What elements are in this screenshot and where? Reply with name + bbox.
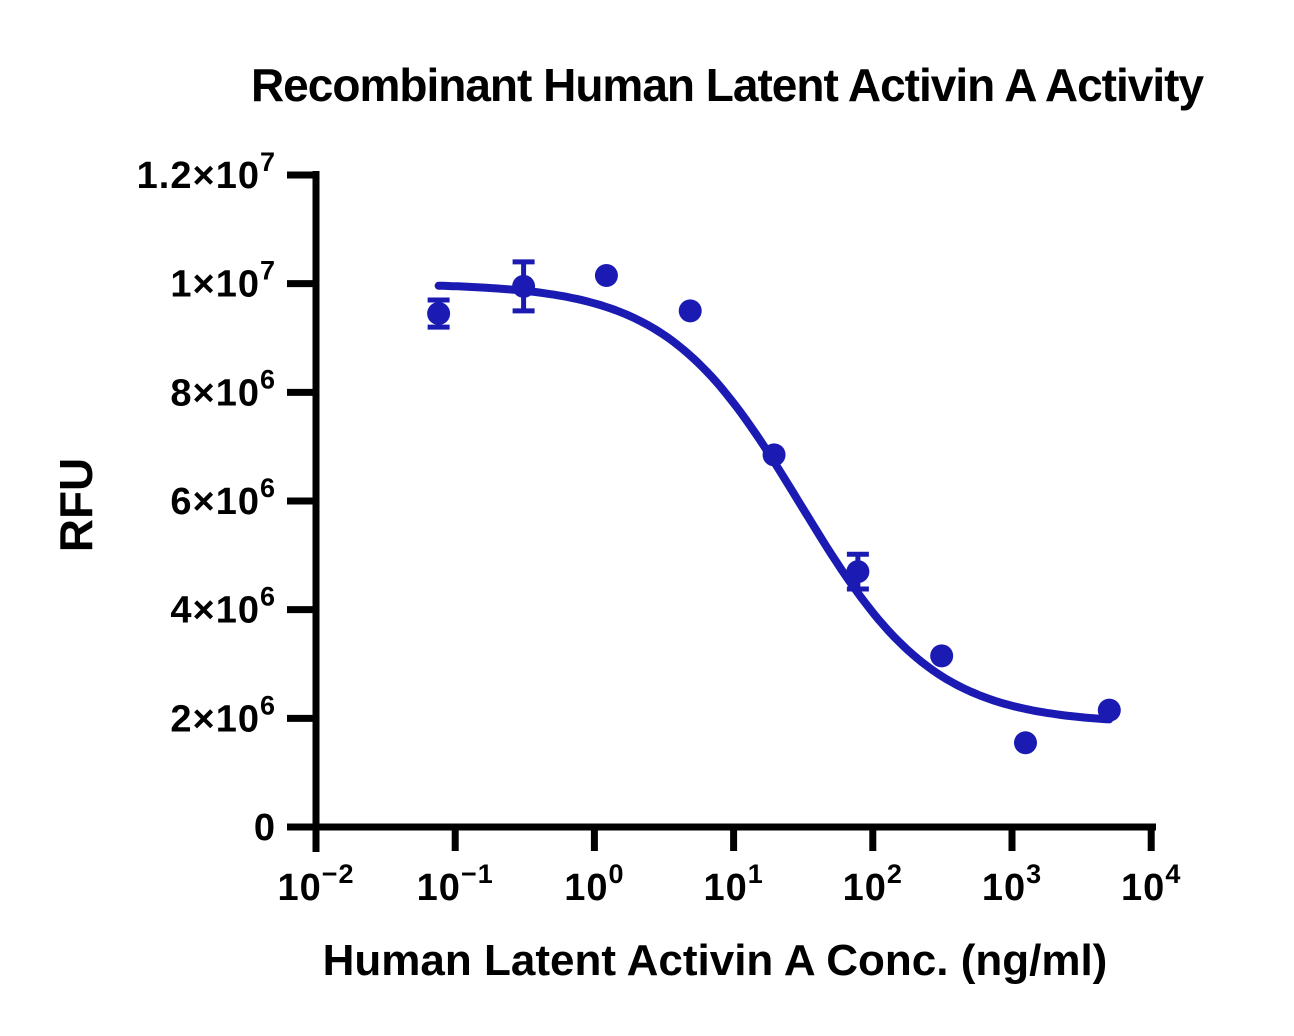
x-tick-label: 10−2 — [277, 859, 354, 909]
x-tick-label: 103 — [982, 859, 1042, 909]
data-point-marker — [1013, 731, 1037, 755]
x-tick-label: 10−1 — [417, 859, 494, 909]
data-point-marker — [512, 274, 536, 298]
y-tick-label: 4×106 — [170, 582, 276, 632]
x-tick-label: 102 — [843, 859, 903, 909]
data-point-marker — [427, 302, 451, 326]
fit-curve — [434, 281, 1114, 724]
y-tick-label: 1×107 — [170, 256, 276, 306]
chart-title: Recombinant Human Latent Activin A Activ… — [250, 59, 1204, 111]
x-tick-label: 104 — [1121, 859, 1181, 909]
x-tick-label: 100 — [564, 859, 624, 909]
y-tick-label: 1.2×107 — [137, 147, 276, 197]
data-point-marker — [930, 644, 954, 668]
x-axis-title: Human Latent Activin A Conc. (ng/ml) — [322, 936, 1108, 985]
data-point-marker — [762, 443, 786, 467]
data-point-marker — [1097, 698, 1121, 722]
y-tick-label: 8×106 — [170, 364, 276, 414]
data-point-marker — [594, 264, 618, 288]
y-axis-title: RFU — [50, 457, 102, 553]
y-tick-label: 6×106 — [170, 473, 276, 523]
x-tick-label: 101 — [703, 859, 763, 909]
y-tick-label: 2×106 — [170, 690, 276, 740]
data-point-marker — [846, 560, 870, 584]
y-tick-label: 0 — [254, 807, 276, 849]
data-point-marker — [678, 299, 702, 323]
